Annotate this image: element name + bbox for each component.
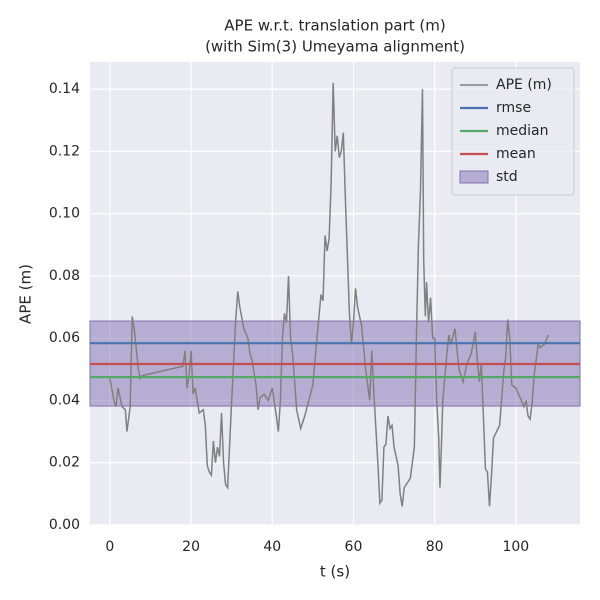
chart-title: APE w.r.t. translation part (m) <box>224 17 445 35</box>
legend-box <box>451 67 575 196</box>
y-tick-label: 0.02 <box>49 455 80 471</box>
chart-subtitle: (with Sim(3) Umeyama alignment) <box>205 38 465 56</box>
legend-label: rmse <box>496 100 531 116</box>
x-tick-label: 0 <box>105 539 114 555</box>
y-tick-label: 0.06 <box>49 330 80 346</box>
x-tick-label: 100 <box>502 539 529 555</box>
x-tick-label: 20 <box>182 539 200 555</box>
legend-swatch <box>459 170 489 184</box>
x-tick-label: 60 <box>345 539 363 555</box>
legend-label: APE (m) <box>496 77 552 93</box>
y-tick-label: 0.08 <box>49 268 80 284</box>
legend-label: median <box>496 123 548 139</box>
y-tick-label: 0.14 <box>49 81 80 97</box>
legend-label: mean <box>496 146 536 162</box>
y-tick-label: 0.10 <box>49 206 80 222</box>
x-tick-label: 80 <box>426 539 444 555</box>
y-tick-label: 0.00 <box>49 517 80 533</box>
ape-line <box>109 82 550 507</box>
y-axis-label: APE (m) <box>17 264 35 324</box>
y-tick-label: 0.04 <box>49 392 80 408</box>
legend-label: std <box>496 169 518 185</box>
x-tick-label: 40 <box>263 539 281 555</box>
y-tick-label: 0.12 <box>49 143 80 159</box>
x-axis-label: t (s) <box>320 563 350 581</box>
